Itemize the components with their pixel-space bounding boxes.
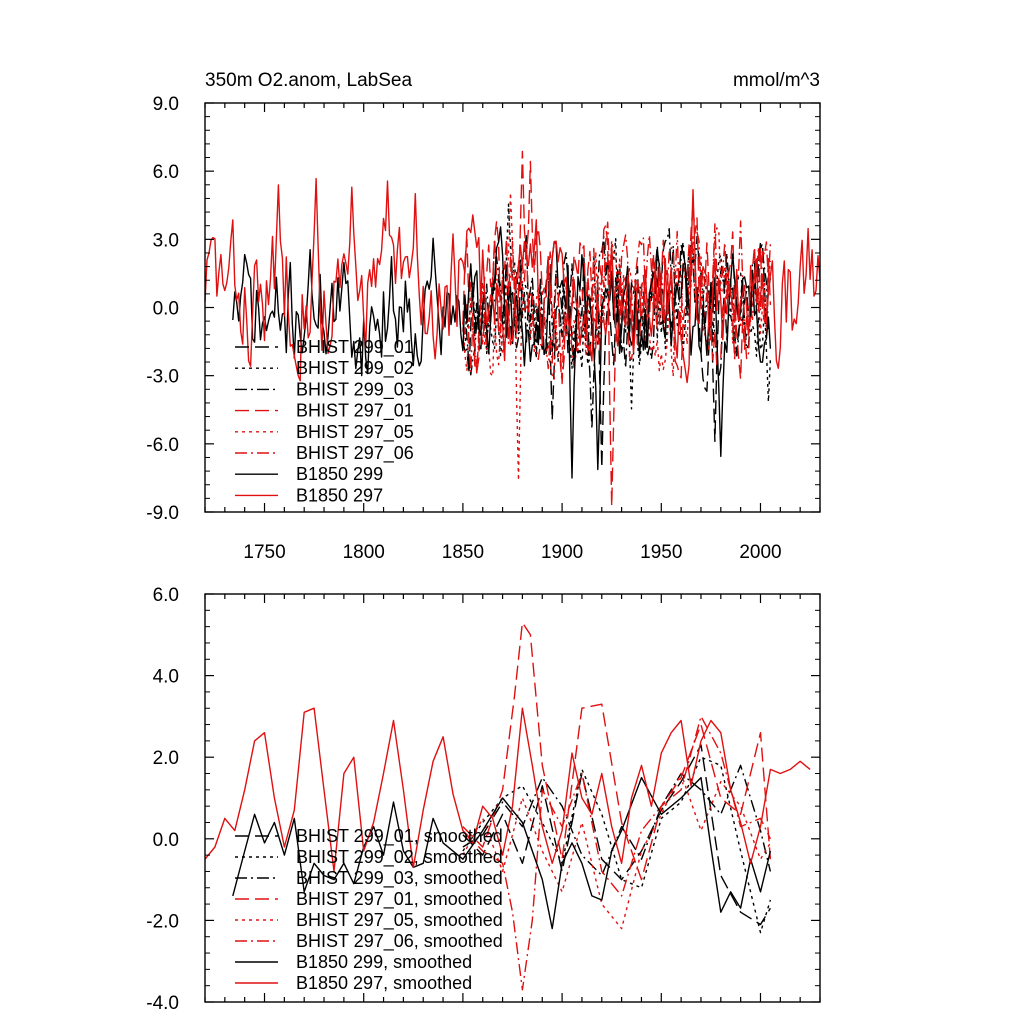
top-x-tick-label: 2000: [739, 542, 781, 563]
bottom-legend-label-3: BHIST 297_01, smoothed: [296, 889, 503, 910]
bottom-series-line-2: [462, 764, 772, 877]
bottom-y-tick-label: 2.0: [153, 748, 179, 769]
bottom-legend-label-5: BHIST 297_06, smoothed: [296, 931, 503, 952]
bottom-series-line-0: [462, 744, 771, 926]
top-panel-units: mmol/m^3: [733, 70, 820, 91]
top-legend-label-3: BHIST 297_01: [296, 401, 414, 422]
bottom-y-tick-label: 6.0: [153, 585, 179, 606]
top-legend-label-4: BHIST 297_05: [296, 422, 414, 443]
top-y-tick-label: 9.0: [153, 94, 179, 115]
top-x-tick-label: 1850: [442, 542, 484, 563]
bottom-legend-label-7: B1850 297, smoothed: [296, 973, 472, 993]
top-series-line-1: [462, 203, 772, 410]
bottom-series-line-3: [462, 621, 772, 881]
top-panel-title: 350m O2.anom, LabSea: [205, 70, 412, 91]
bottom-series-line-4: [462, 772, 771, 930]
bottom-y-tick-label: 0.0: [153, 830, 179, 851]
bottom-legend-label-4: BHIST 297_05, smoothed: [296, 910, 503, 931]
top-x-tick-label: 1950: [640, 542, 682, 563]
bottom-y-tick-label: -2.0: [146, 911, 179, 932]
top-x-tick-label: 1750: [243, 542, 285, 563]
bottom-legend-label-1: BHIST 299_02, smoothed: [296, 847, 503, 868]
top-series-group: [204, 150, 821, 507]
bottom-series-line-7: [204, 707, 811, 873]
bottom-series-line-6: [232, 776, 772, 930]
bottom-panel: -4.0 -2.0 0.0 2.0 4.0 6.0 BHIST 299_01, smoot…: [146, 585, 821, 1014]
top-legend-label-2: BHIST 299_03: [296, 379, 414, 400]
top-legend-label-0: BHIST 299_01: [296, 337, 414, 358]
bottom-series-line-1: [462, 756, 772, 934]
top-axes: 1750 1800 1850 1900 1950 2000 -9.0 -6.0 -3.0 0.0 3…: [146, 94, 821, 563]
top-series-line-7: [204, 177, 821, 384]
top-x-tick-label: 1800: [343, 542, 385, 563]
top-legend-label-5: BHIST 297_06: [296, 443, 414, 464]
top-y-tick-label: 6.0: [153, 162, 179, 183]
top-legend-label-1: BHIST 299_02: [296, 358, 414, 379]
bottom-series-line-5: [462, 715, 772, 991]
top-y-tick-label: 0.0: [153, 299, 179, 320]
top-y-tick-label: -6.0: [146, 435, 179, 456]
top-y-tick-label: -9.0: [146, 503, 179, 524]
top-legend-label-6: B1850 299: [296, 464, 383, 484]
top-panel: 350m O2.anom, LabSea mmol/m^3 1750 1800 18…: [146, 70, 821, 563]
bottom-legend-label-6: B1850 299, smoothed: [296, 952, 472, 972]
top-legend-label-7: B1850 297: [296, 485, 383, 505]
bottom-legend-label-2: BHIST 299_03, smoothed: [296, 868, 503, 889]
top-x-tick-label: 1900: [541, 542, 583, 563]
bottom-y-tick-label: -4.0: [146, 993, 179, 1014]
bottom-legend-label-0: BHIST 299_01, smoothed: [296, 826, 503, 847]
bottom-y-tick-label: 4.0: [153, 667, 179, 688]
bottom-axes: -4.0 -2.0 0.0 2.0 4.0 6.0: [146, 585, 821, 1014]
top-series-line-4: [462, 192, 772, 482]
bottom-series-group: [204, 621, 811, 991]
top-y-tick-label: -3.0: [146, 367, 179, 388]
top-y-tick-label: 3.0: [153, 230, 179, 251]
bottom-plot-frame: [204, 593, 821, 1003]
